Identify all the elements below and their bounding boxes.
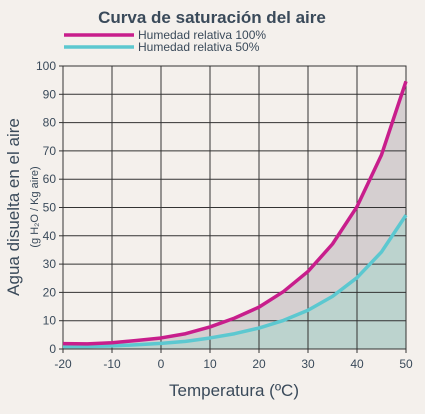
legend: Humedad relativa 100% Humedad relativa 5… — [64, 28, 266, 54]
x-tick-label: 40 — [350, 357, 364, 371]
x-tick-label: 30 — [301, 357, 315, 371]
x-tick-label: 50 — [399, 357, 413, 371]
chart-title: Curva de saturación del aire — [98, 8, 326, 27]
y-tick-label: 10 — [43, 314, 57, 328]
y-tick-label: 100 — [36, 59, 56, 73]
y-tick-label: 70 — [43, 144, 57, 158]
x-tick-label: 0 — [158, 357, 165, 371]
x-axis-ticks: -20 -10 0 10 20 30 40 50 — [54, 349, 413, 371]
area-between-curves — [63, 81, 406, 347]
y-tick-label: 60 — [43, 172, 57, 186]
y-tick-label: 50 — [43, 201, 57, 215]
x-axis-label: Temperatura (ºC) — [169, 381, 299, 400]
area-under-50-curve — [63, 215, 406, 349]
y-tick-label: 80 — [43, 116, 57, 130]
series-line-100 — [62, 80, 408, 346]
y-tick-label: 30 — [43, 257, 57, 271]
legend-label-50: Humedad relativa 50% — [138, 40, 260, 54]
y-tick-label: 90 — [43, 87, 57, 101]
y-axis-label: Agua disuelta en el aire — [4, 118, 23, 296]
y-tick-label: 0 — [49, 342, 56, 356]
x-tick-label: 10 — [203, 357, 217, 371]
y-tick-label: 20 — [43, 285, 57, 299]
y-axis-sublabel: (g H₂O / Kg aire) — [29, 166, 41, 247]
x-tick-label: -20 — [54, 357, 72, 371]
y-axis-ticks: 0 10 20 30 40 50 60 70 80 90 100 — [36, 59, 63, 356]
legend-label-100: Humedad relativa 100% — [138, 28, 266, 42]
series-line-50 — [63, 214, 408, 349]
x-tick-label: -10 — [103, 357, 121, 371]
y-tick-label: 40 — [43, 229, 57, 243]
x-tick-label: 20 — [252, 357, 266, 371]
